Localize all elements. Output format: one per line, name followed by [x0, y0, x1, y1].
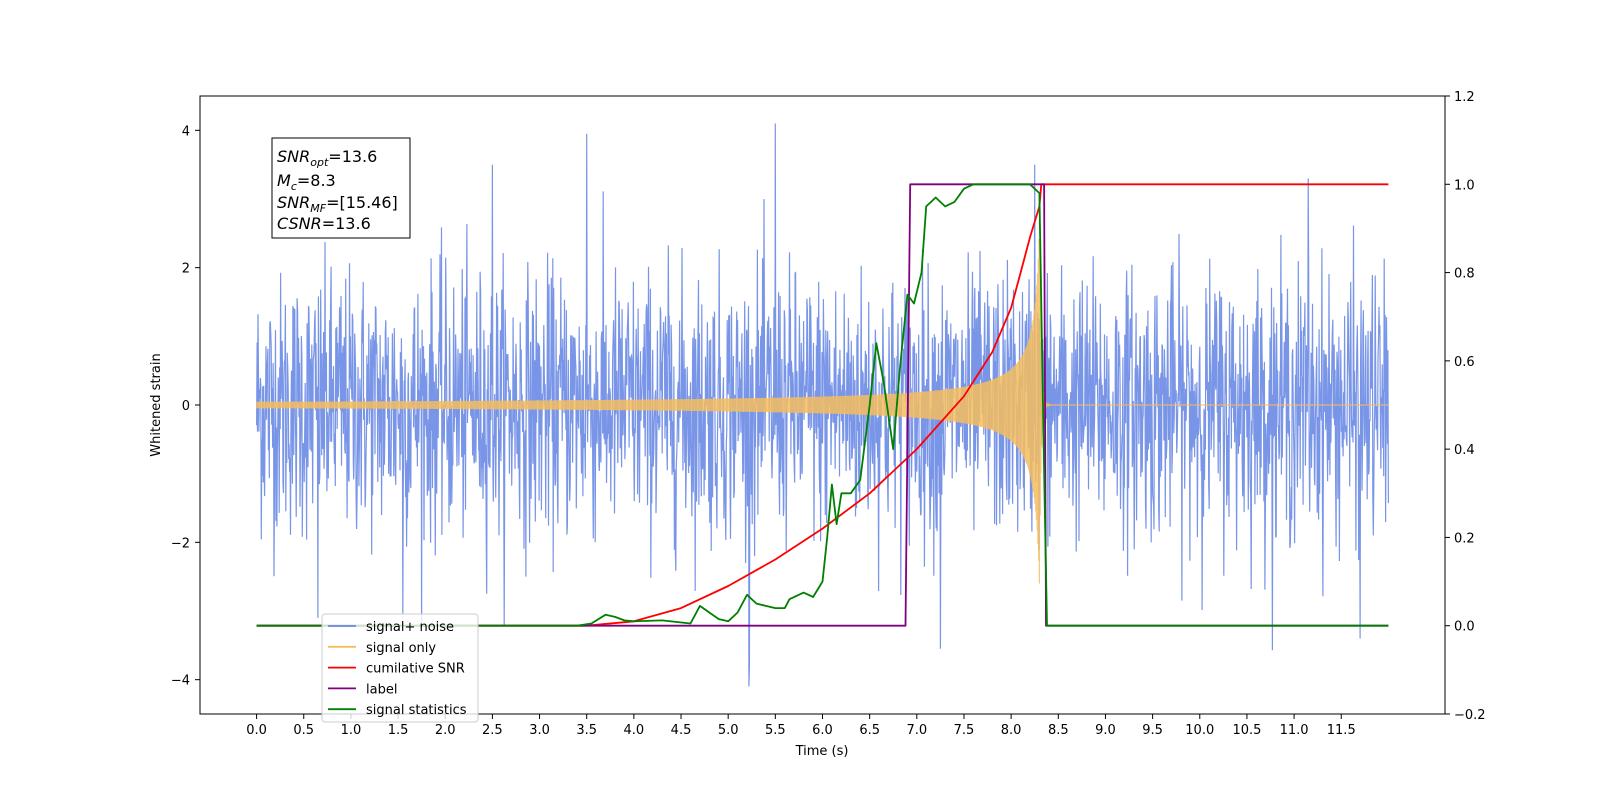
y-tick-label: −4 [171, 674, 190, 689]
legend: signal+ noise signal only cumilative SNR la… [321, 613, 479, 723]
y-axis-label: Whitened strain [149, 353, 164, 456]
x-tick-label: 7.5 [954, 723, 975, 738]
x-tick-label: 8.5 [1048, 723, 1069, 738]
x-tick-label: 2.5 [482, 723, 503, 738]
legend-label: label [366, 682, 397, 697]
stat-csnr: CSNR=13.6 [277, 214, 371, 233]
y-tick-label: 4 [182, 124, 190, 139]
stats-annotation: SNRopt=13.6 Mc=8.3 SNRMF=[15.46] CSNR=13… [271, 137, 411, 239]
y2-tick-label: 1.0 [1454, 178, 1475, 193]
legend-label: cumilative SNR [366, 662, 465, 677]
x-tick-label: 9.5 [1142, 723, 1163, 738]
legend-label: signal+ noise [366, 620, 454, 635]
x-tick-label: 3.5 [576, 723, 597, 738]
y2-tick-label: 0.4 [1454, 443, 1475, 458]
x-tick-label: 0.5 [293, 723, 314, 738]
x-tick-label: 9.0 [1095, 723, 1116, 738]
legend-box [321, 613, 479, 723]
x-tick-label: 1.0 [341, 723, 362, 738]
x-tick-label: 10.0 [1185, 723, 1214, 738]
y2-tick-label: 0.0 [1454, 620, 1475, 635]
x-tick-label: 11.0 [1280, 723, 1309, 738]
x-tick-label: 11.5 [1327, 723, 1356, 738]
legend-label: signal only [366, 641, 436, 656]
x-tick-label: 1.5 [388, 723, 409, 738]
y-tick-label: −2 [171, 536, 190, 551]
stat-snr-mf: SNRMF=[15.46] [277, 193, 398, 215]
series-signal-only-line [256, 238, 1389, 584]
x-tick-label: 5.0 [718, 723, 739, 738]
stat-snr-opt: SNRopt=13.6 [277, 147, 377, 169]
y2-tick-label: 0.2 [1454, 531, 1475, 546]
x-tick-label: 8.0 [1001, 723, 1022, 738]
x-tick-label: 0.0 [246, 723, 267, 738]
x-tick-label: 5.5 [765, 723, 786, 738]
x-tick-label: 4.0 [624, 723, 645, 738]
x-axis-label: Time (s) [795, 744, 849, 759]
stat-mc: Mc=8.3 [277, 171, 336, 193]
x-tick-label: 6.0 [812, 723, 833, 738]
x-tick-label: 10.5 [1232, 723, 1261, 738]
stats-annotation-box [271, 137, 411, 239]
x-tick-label: 2.0 [435, 723, 456, 738]
x-tick-label: 3.0 [529, 723, 550, 738]
y2-tick-label: 0.6 [1454, 355, 1475, 370]
x-tick-label: 6.5 [859, 723, 880, 738]
y-axis-right: −0.2 0.0 0.2 0.4 0.6 0.8 1.0 1.2 [1445, 90, 1486, 723]
legend-label: signal statistics [366, 703, 467, 718]
x-tick-label: 4.5 [671, 723, 692, 738]
y2-tick-label: −0.2 [1454, 708, 1486, 723]
y-tick-label: 0 [182, 399, 190, 414]
y-tick-label: 2 [182, 262, 190, 277]
y2-tick-label: 1.2 [1454, 90, 1475, 105]
series-layer [256, 123, 1389, 687]
y-axis-left: −4 −2 0 2 4 [171, 124, 200, 689]
y2-tick-label: 0.8 [1454, 267, 1475, 282]
series-signal-statistics-line [256, 183, 1389, 627]
x-axis: 0.0 0.5 1.0 1.5 2.0 2.5 3.0 3.5 4.0 4.5 5.0 5.5 6.0 6… [246, 714, 1356, 738]
x-tick-label: 7.0 [906, 723, 927, 738]
